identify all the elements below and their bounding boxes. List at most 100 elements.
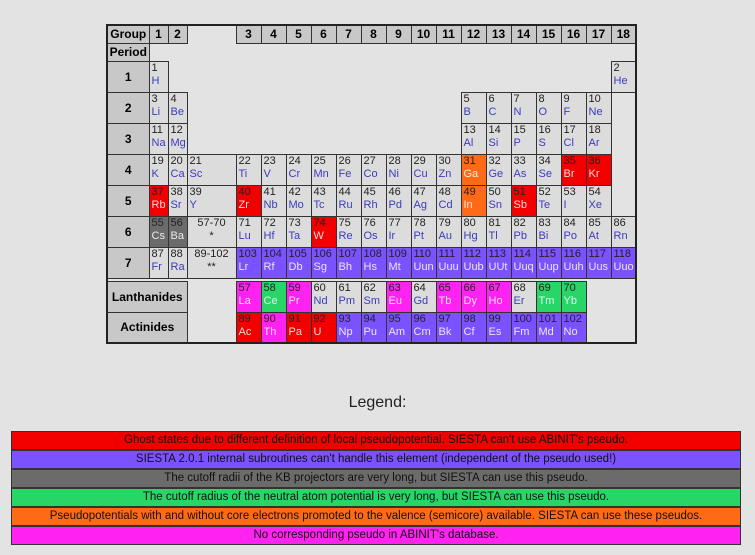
atomic-number: 16 (538, 123, 551, 136)
element-mo: 42 Mo (285, 184, 312, 217)
atomic-number: 44 (338, 185, 351, 198)
element-symbol: B (463, 105, 471, 118)
atomic-number: 65 (438, 281, 451, 294)
atomic-number: 118 (613, 247, 632, 260)
atomic-number: 109 (388, 247, 407, 260)
element-symbol: Sb (513, 198, 527, 211)
element-symbol: Se (538, 167, 552, 180)
element-cr: 24 Cr (285, 153, 312, 186)
element-ga: 31 Ga (460, 153, 487, 186)
atomic-number: 107 (338, 247, 357, 260)
element-symbol: Ti (238, 167, 248, 180)
atomic-number: 102 (563, 312, 582, 325)
element-symbol: Uus (588, 260, 609, 273)
group-header: Group (106, 24, 150, 44)
atomic-number: 82 (513, 216, 526, 229)
element-sr: 38 Sr (167, 184, 188, 217)
element-symbol: I (563, 198, 567, 211)
atomic-number: 29 (413, 154, 426, 167)
element-yb: 70 Yb (560, 280, 587, 313)
atomic-number: 74 (313, 216, 326, 229)
element-th: 90 Th (260, 311, 287, 344)
element-symbol: Cs (151, 229, 165, 242)
atomic-number: 14 (488, 123, 501, 136)
element-symbol: Rn (613, 229, 628, 242)
element-au: 79 Au (435, 215, 462, 248)
element-at: 85 At (585, 215, 612, 248)
element-pm: 61 Pm (335, 280, 362, 313)
element-symbol: Bi (538, 229, 549, 242)
atomic-number: 108 (363, 247, 382, 260)
atomic-number: 54 (588, 185, 601, 198)
element-symbol: Br (563, 167, 575, 180)
legend-gray: The cutoff radii of the KB projectors ar… (11, 469, 741, 488)
element-symbol: Np (338, 325, 353, 338)
element-lr: 103 Lr (235, 246, 262, 279)
element-symbol: Al (463, 136, 474, 149)
atomic-number: 37 (151, 185, 164, 198)
element-symbol: Fe (338, 167, 352, 180)
atomic-number: 50 (488, 185, 501, 198)
atomic-number: 89 (238, 312, 251, 325)
element-pb: 82 Pb (510, 215, 537, 248)
element-symbol: Rh (363, 198, 378, 211)
element-tl: 81 Tl (485, 215, 512, 248)
group-15-header: 15 (535, 24, 562, 44)
element-v: 23 V (260, 153, 287, 186)
atomic-number: 112 (463, 247, 482, 260)
atomic-number: 28 (388, 154, 401, 167)
element-pt: 78 Pt (410, 215, 437, 248)
element-symbol: Pm (338, 294, 356, 307)
atomic-number: 9 (563, 92, 570, 105)
element-u: 92 U (310, 311, 337, 344)
atomic-number: 79 (438, 216, 451, 229)
element-symbol: N (513, 105, 522, 118)
atomic-number: 59 (288, 281, 301, 294)
atomic-number: 106 (313, 247, 332, 260)
atomic-number: 116 (563, 247, 582, 260)
element-symbol: Na (151, 136, 166, 149)
element-symbol: Er (513, 294, 525, 307)
legend-orange: Pseudopotentials with and without core e… (11, 507, 741, 526)
atomic-number: 62 (363, 281, 376, 294)
element-symbol: Ni (388, 167, 399, 180)
atomic-number: 27 (363, 154, 376, 167)
element-symbol: Sc (189, 167, 203, 180)
atomic-number: 75 (338, 216, 351, 229)
element-la: 57 La (235, 280, 262, 313)
element-re: 75 Re (335, 215, 362, 248)
atomic-number: 21 (189, 154, 202, 167)
element-symbol: Dy (463, 294, 477, 307)
element-symbol: Ce (263, 294, 278, 307)
atomic-number: 67 (488, 281, 501, 294)
atomic-number: 30 (438, 154, 451, 167)
element-ne: 10 Ne (585, 91, 612, 124)
element-symbol: Ta (288, 229, 301, 242)
element-symbol: Lu (238, 229, 251, 242)
atomic-number: 15 (513, 123, 526, 136)
element-sb: 51 Sb (510, 184, 537, 217)
atomic-number: 81 (488, 216, 501, 229)
element-symbol: Rb (151, 198, 166, 211)
element-cm: 96 Cm (410, 311, 437, 344)
element-symbol: Sr (170, 198, 182, 211)
element-symbol: Uup (538, 260, 559, 273)
group-1-header: 1 (148, 24, 169, 44)
atomic-number: 36 (588, 154, 601, 167)
element-be: 4 Be (167, 91, 188, 124)
atomic-number: 48 (438, 185, 451, 198)
element-ni: 28 Ni (385, 153, 412, 186)
element-pu: 94 Pu (360, 311, 387, 344)
element-symbol: Uun (413, 260, 434, 273)
element-gd: 64 Gd (410, 280, 437, 313)
element-symbol: In (463, 198, 473, 211)
element-symbol: Nd (313, 294, 328, 307)
element-uus: 117 Uus (585, 246, 612, 279)
group-7-header: 7 (335, 24, 362, 44)
actinides-label: Actinides (106, 311, 188, 344)
atomic-number: 111 (438, 247, 456, 260)
group-14-header: 14 (510, 24, 537, 44)
